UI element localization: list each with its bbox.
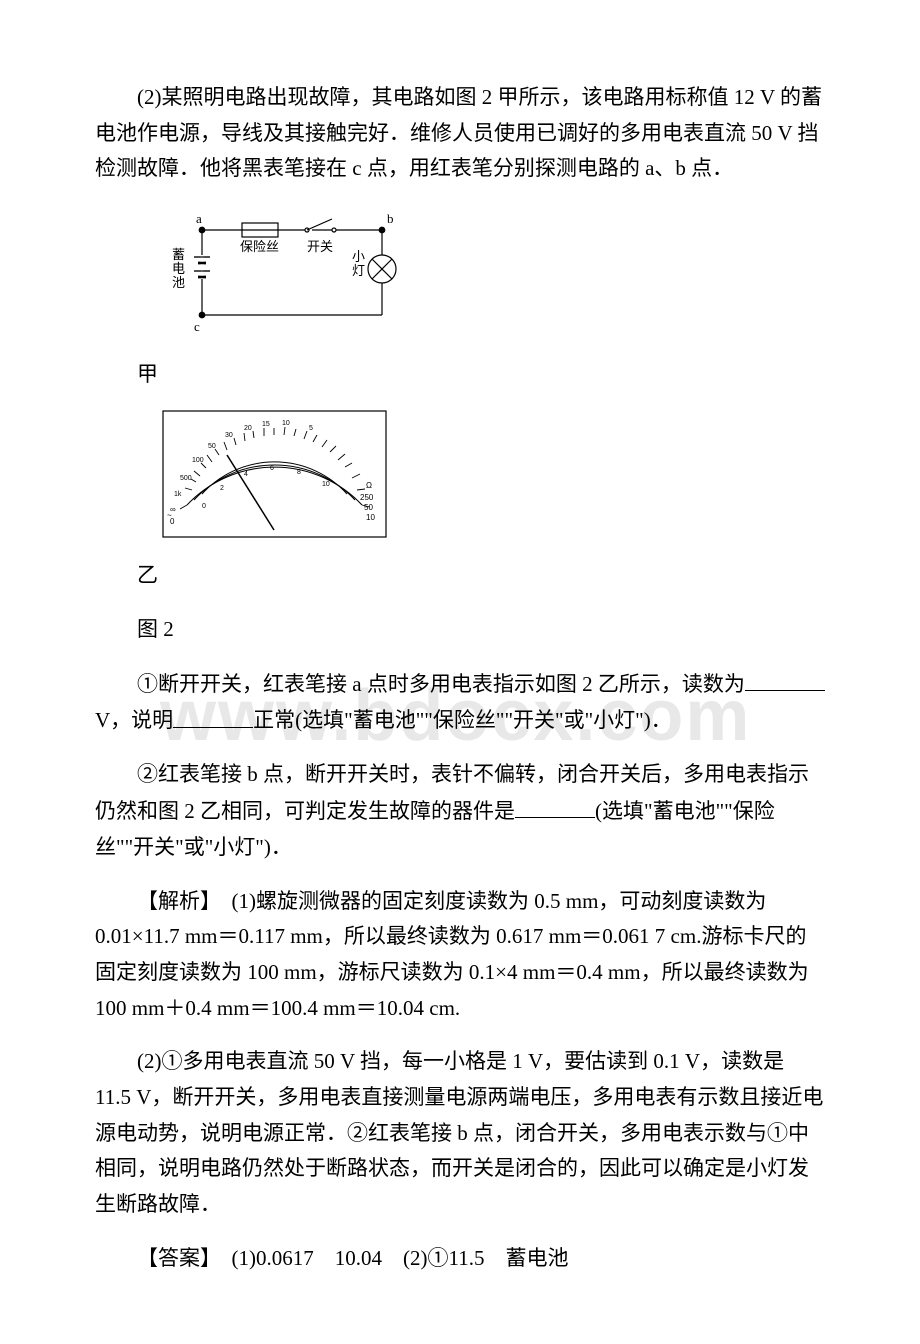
blank-component-2 <box>515 793 595 818</box>
svg-text:500: 500 <box>180 475 192 482</box>
svg-text:2: 2 <box>220 485 224 492</box>
battery-label-2: 电 <box>172 261 185 276</box>
node-b-label: b <box>387 211 394 226</box>
label-jia: 甲 <box>95 357 825 393</box>
lamp-label-2: 灯 <box>352 263 365 278</box>
circuit-diagram-jia: a b c 蓄 电 池 保险丝 开关 小 灯 <box>162 205 825 347</box>
answer: 【答案】 (1)0.0617 10.04 (2)①11.5 蓄电池 <box>95 1241 825 1277</box>
q1-text-mid: V，说明 <box>95 709 173 733</box>
node-c-label: c <box>194 319 200 334</box>
svg-text:10: 10 <box>282 420 290 427</box>
svg-text:100: 100 <box>192 457 204 464</box>
svg-text:20: 20 <box>244 425 252 432</box>
q1-text-after: 正常(选填"蓄电池""保险丝""开关"或"小灯")． <box>253 709 672 733</box>
blank-reading <box>745 666 825 691</box>
blank-component-1 <box>173 702 253 727</box>
lamp-label-1: 小 <box>352 249 365 264</box>
label-yi: 乙 <box>95 558 825 594</box>
page-content: (2)某照明电路出现故障，其电路如图 2 甲所示，该电路用标称值 12 V 的蓄… <box>95 80 825 1276</box>
svg-text:1k: 1k <box>174 491 182 498</box>
svg-text:10: 10 <box>366 513 375 522</box>
battery-label-1: 蓄 <box>172 247 185 262</box>
svg-text:4: 4 <box>244 471 248 478</box>
question-2: ②红表笔接 b 点，断开开关时，表针不偏转，闭合开关后，多用电表指示仍然和图 2… <box>95 757 825 865</box>
node-a-label: a <box>196 211 202 226</box>
battery-label-3: 池 <box>172 275 185 290</box>
svg-text:250: 250 <box>360 493 374 502</box>
svg-text:Ω: Ω <box>366 481 372 490</box>
analysis-1: 【解析】 (1)螺旋测微器的固定刻度读数为 0.5 mm，可动刻度读数为 0.0… <box>95 884 825 1027</box>
svg-text:5: 5 <box>309 425 313 432</box>
svg-text:0: 0 <box>202 503 206 510</box>
question-1: ①断开开关，红表笔接 a 点时多用电表指示如图 2 乙所示，读数为 V，说明 正常(… <box>95 666 825 740</box>
svg-text:10: 10 <box>322 481 330 488</box>
svg-text:50: 50 <box>208 443 216 450</box>
svg-text:30: 30 <box>225 432 233 439</box>
analysis-2: (2)①多用电表直流 50 V 挡，每一小格是 1 V，要估读到 0.1 V，读… <box>95 1044 825 1222</box>
svg-text:50: 50 <box>364 503 373 512</box>
svg-text:6: 6 <box>270 465 274 472</box>
meter-diagram-yi: 1k 500 100 50 30 20 15 10 5 0 2 4 6 8 10 <box>162 410 825 550</box>
svg-text:~: ~ <box>167 511 172 520</box>
svg-text:15: 15 <box>262 421 270 428</box>
q1-text-before: ①断开开关，红表笔接 a 点时多用电表指示如图 2 乙所示，读数为 <box>137 672 745 696</box>
label-figure-2: 图 2 <box>95 612 825 648</box>
svg-text:8: 8 <box>297 469 301 476</box>
paragraph-intro: (2)某照明电路出现故障，其电路如图 2 甲所示，该电路用标称值 12 V 的蓄… <box>95 80 825 187</box>
switch-label: 开关 <box>307 239 333 254</box>
fuse-label: 保险丝 <box>240 239 279 254</box>
